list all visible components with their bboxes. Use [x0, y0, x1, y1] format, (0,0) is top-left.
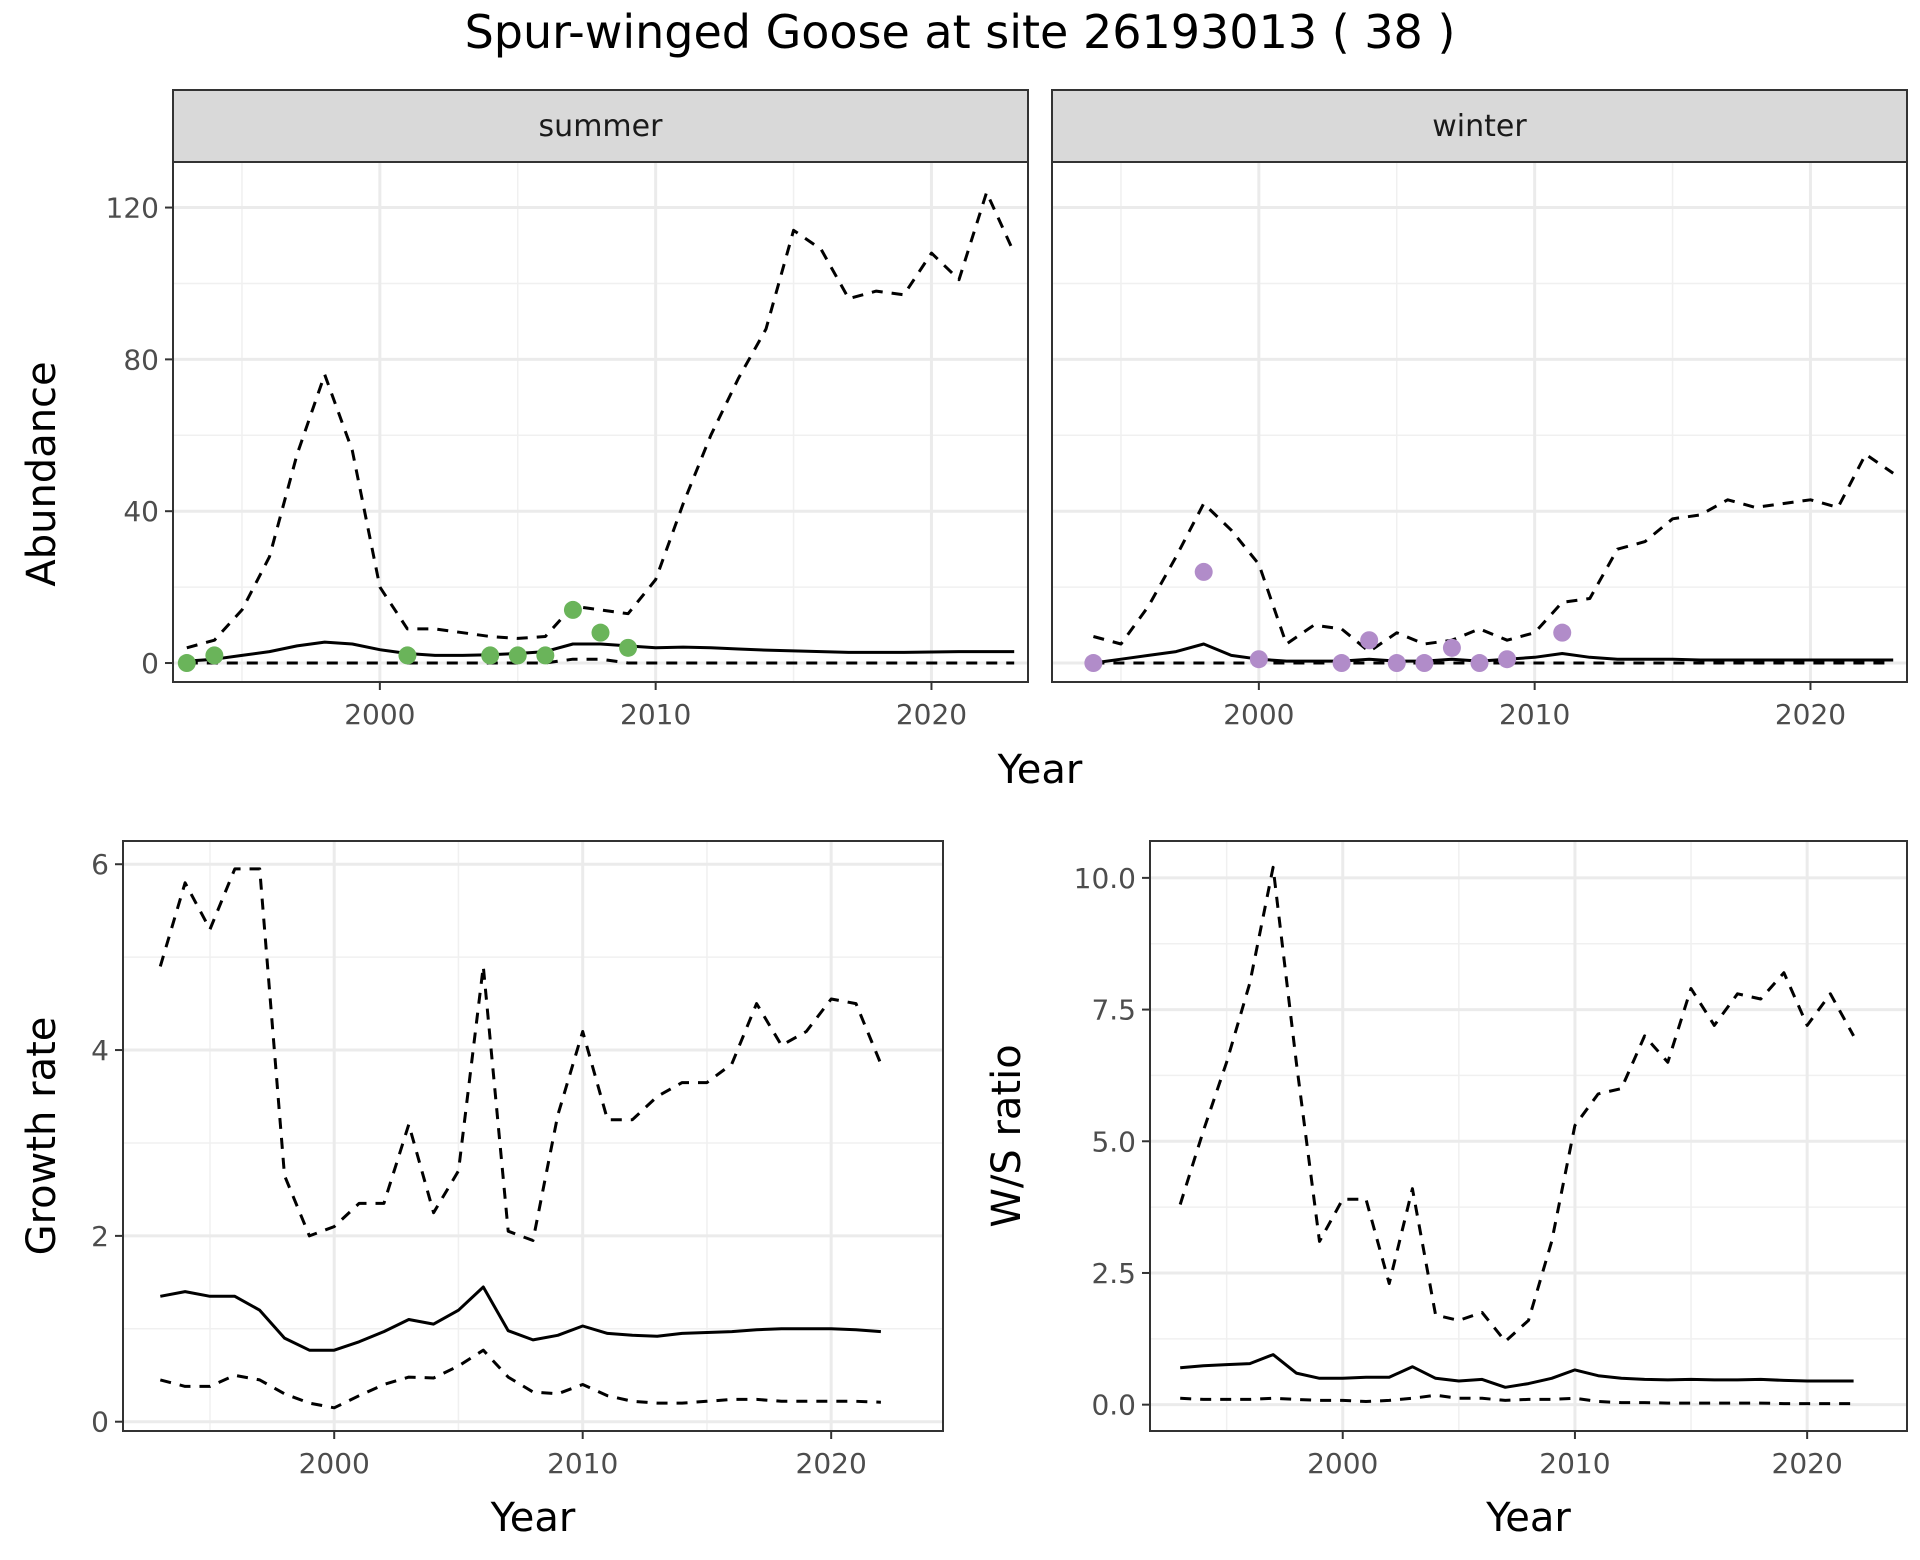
panel-border [1149, 840, 1908, 1432]
y-tick-label: 7.5 [1091, 994, 1136, 1027]
series-line-lower [186, 657, 1015, 665]
x-tick-label: 2010 [620, 698, 691, 731]
y-tick-label: 2 [91, 1220, 109, 1253]
data-point-observed [1470, 654, 1489, 673]
series-group [1178, 865, 1855, 1406]
series-line-upper [186, 190, 1016, 650]
y-axis-title: Growth rate [19, 1017, 65, 1256]
data-point-observed [177, 654, 196, 673]
x-tick-label: 2000 [299, 1447, 370, 1480]
data-point-observed [536, 646, 555, 665]
series-group [177, 190, 1016, 673]
series-line-lower [1180, 1393, 1854, 1406]
data-point-observed [563, 600, 582, 619]
series-line-upper [158, 867, 883, 1242]
data-point-observed [1249, 650, 1268, 669]
data-point-observed [619, 638, 638, 657]
data-point-observed [1553, 623, 1572, 642]
series-line-upper [1178, 865, 1855, 1343]
data-point-observed [508, 646, 527, 665]
data-point-observed [1332, 654, 1351, 673]
facet-strip-label: summer [539, 109, 664, 144]
y-tick-label: 40 [123, 495, 159, 528]
x-tick-label: 2010 [1539, 1447, 1610, 1480]
panel-ws-ratio: 2000 2010 2020 0.0 2.5 5.0 7.5 10.0 Year W/S rati… [984, 840, 1908, 1541]
panel-growth-rate: 2000 2010 2020 0 2 4 6 Year Growth rate [19, 840, 944, 1541]
data-point-observed [398, 646, 417, 665]
y-tick-label: 80 [123, 343, 159, 376]
data-point-observed [1084, 654, 1103, 673]
x-axis-title: Year [1485, 1495, 1571, 1541]
data-point-observed [1442, 638, 1461, 657]
x-tick-label: 2010 [1499, 698, 1570, 731]
series-line-mean [1093, 642, 1894, 665]
y-axis-title-abundance: Abundance [19, 361, 65, 586]
y-tick-label: 4 [91, 1034, 109, 1067]
y-tick-label: 120 [106, 192, 159, 225]
x-tick-label: 2000 [344, 698, 415, 731]
x-tick-label: 2020 [1775, 698, 1846, 731]
x-tick-label: 2000 [1307, 1447, 1378, 1480]
series-line-mean [186, 640, 1015, 663]
x-tick-label: 2010 [547, 1447, 618, 1480]
data-point-observed [481, 646, 500, 665]
x-tick-label: 2020 [1772, 1447, 1843, 1480]
x-tick-label: 2000 [1223, 698, 1294, 731]
y-tick-label: 0 [141, 647, 159, 680]
panel-background [1150, 841, 1907, 1431]
y-axis-title: W/S ratio [984, 1044, 1030, 1227]
data-point-observed [1498, 650, 1517, 669]
panel-border [122, 840, 944, 1432]
series-group [158, 867, 883, 1410]
y-tick-label: 6 [91, 848, 109, 881]
chart-title: Spur-winged Goose at site 26193013 ( 38 … [465, 5, 1456, 59]
panel-abundance-summer: 2000 2010 2020 0 40 80 120 summer [106, 89, 1029, 731]
panel-background [1052, 162, 1907, 682]
data-point-observed [1415, 654, 1434, 673]
y-tick-label: 5.0 [1091, 1125, 1136, 1158]
x-axis-title-abundance: Year [997, 747, 1083, 793]
panel-background [173, 162, 1028, 682]
x-axis-title: Year [490, 1495, 576, 1541]
data-point-observed [1360, 631, 1379, 650]
facet-strip [172, 89, 1029, 163]
panel-abundance-winter: 2000 2010 2020 winter [1051, 89, 1908, 731]
series-line-upper [1093, 452, 1895, 654]
series-line-mean [160, 1285, 882, 1352]
panel-background [123, 841, 943, 1431]
data-point-observed [1194, 562, 1213, 581]
y-tick-label: 0 [91, 1406, 109, 1439]
data-point-observed [1387, 654, 1406, 673]
y-tick-label: 10.0 [1074, 862, 1136, 895]
x-tick-label: 2020 [896, 698, 967, 731]
y-tick-label: 0.0 [1091, 1389, 1136, 1422]
data-point-observed [591, 623, 610, 642]
x-tick-label: 2020 [796, 1447, 867, 1480]
y-tick-label: 2.5 [1091, 1257, 1136, 1290]
series-line-lower [159, 1348, 881, 1410]
series-line-mean [1180, 1353, 1854, 1389]
facet-strip-label: winter [1432, 109, 1527, 144]
series-group [1084, 452, 1895, 673]
data-point-observed [205, 646, 224, 665]
facet-strip [1051, 89, 1908, 163]
